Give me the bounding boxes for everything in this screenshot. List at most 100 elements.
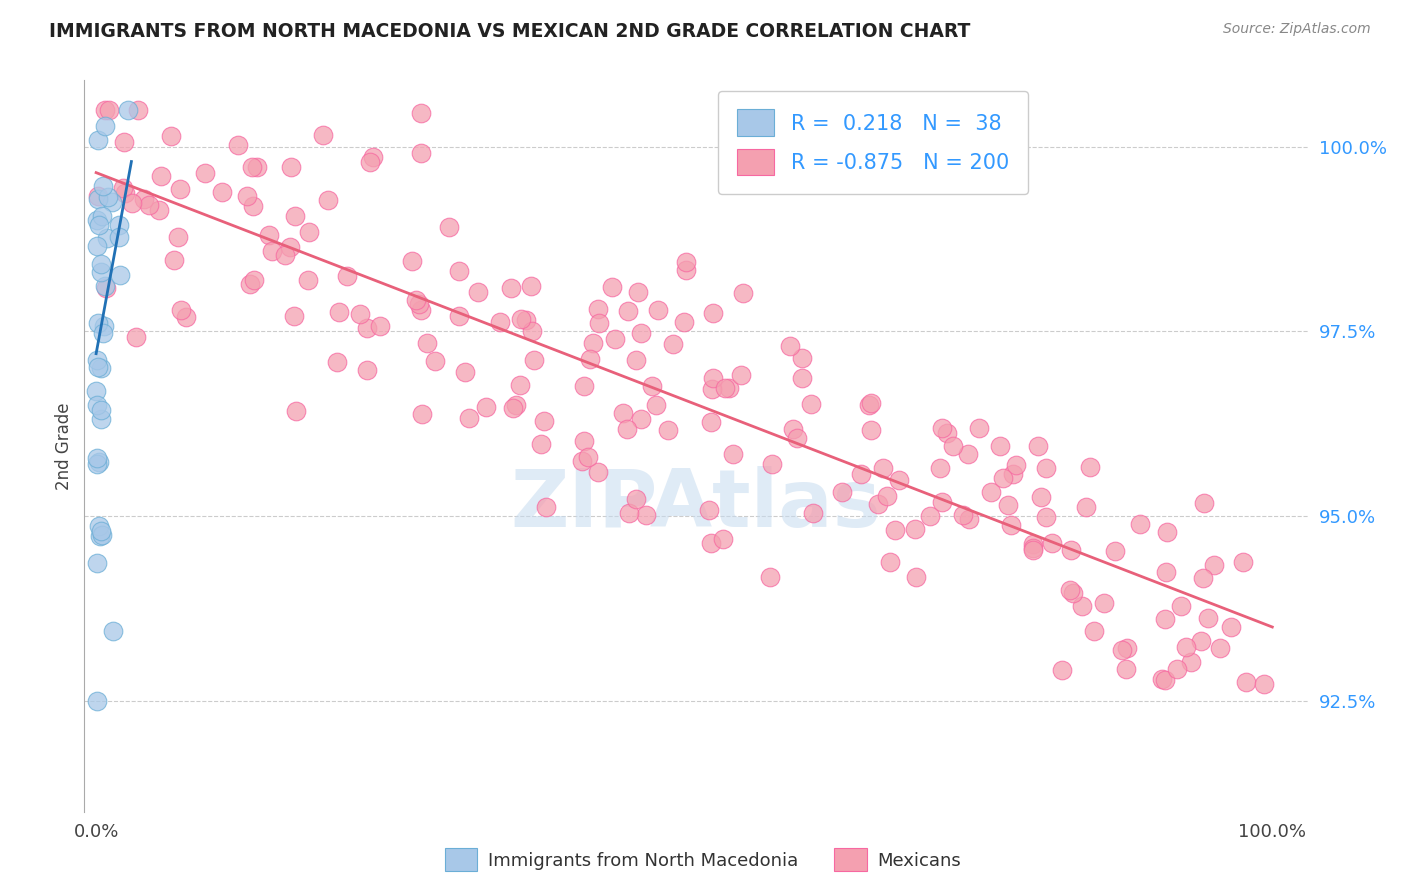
Point bbox=[1104, 543, 1126, 558]
Point bbox=[411, 303, 433, 318]
Point bbox=[1022, 541, 1045, 555]
Point bbox=[356, 321, 378, 335]
Point bbox=[101, 624, 124, 639]
Point bbox=[458, 410, 481, 425]
Legend: R =  0.218   N =  38, R = -0.875   N = 200: R = 0.218 N = 38, R = -0.875 N = 200 bbox=[718, 91, 1028, 194]
Point bbox=[1129, 517, 1152, 532]
Text: Source: ZipAtlas.com: Source: ZipAtlas.com bbox=[1223, 22, 1371, 37]
Point bbox=[957, 511, 980, 525]
Point bbox=[761, 457, 783, 471]
Text: IMMIGRANTS FROM NORTH MACEDONIA VS MEXICAN 2ND GRADE CORRELATION CHART: IMMIGRANTS FROM NORTH MACEDONIA VS MEXIC… bbox=[49, 22, 970, 41]
Point bbox=[226, 138, 249, 153]
Point bbox=[700, 415, 723, 429]
Point bbox=[617, 506, 640, 520]
Point bbox=[101, 195, 124, 210]
Point bbox=[411, 106, 433, 120]
Point bbox=[889, 473, 911, 487]
Point bbox=[114, 186, 136, 201]
Point bbox=[87, 316, 110, 330]
Point bbox=[160, 129, 183, 144]
Point bbox=[280, 161, 302, 175]
Point bbox=[790, 351, 813, 365]
Point bbox=[904, 570, 927, 584]
Point bbox=[997, 498, 1019, 512]
Point bbox=[876, 490, 898, 504]
Point bbox=[108, 230, 131, 244]
Point bbox=[150, 169, 173, 183]
Point bbox=[884, 523, 907, 537]
Point bbox=[169, 182, 191, 196]
Point bbox=[533, 414, 555, 428]
Point bbox=[800, 397, 823, 411]
Point bbox=[405, 293, 427, 307]
Point bbox=[326, 355, 349, 369]
Point bbox=[297, 273, 319, 287]
Point bbox=[600, 280, 623, 294]
Point bbox=[86, 398, 108, 412]
Point bbox=[758, 570, 780, 584]
Point bbox=[240, 160, 263, 174]
Point bbox=[700, 382, 723, 396]
Point bbox=[731, 286, 754, 301]
Point bbox=[1152, 672, 1174, 686]
Point bbox=[675, 254, 697, 268]
Point bbox=[87, 133, 110, 147]
Point bbox=[647, 302, 669, 317]
Point bbox=[243, 273, 266, 287]
Point bbox=[97, 103, 120, 117]
Point bbox=[86, 694, 108, 708]
Point bbox=[792, 371, 814, 385]
Point bbox=[112, 135, 135, 149]
Point bbox=[523, 353, 546, 368]
Point bbox=[90, 257, 112, 271]
Point bbox=[801, 507, 824, 521]
Point bbox=[515, 312, 537, 326]
Point bbox=[86, 353, 108, 368]
Point bbox=[108, 218, 131, 232]
Point bbox=[87, 192, 110, 206]
Point bbox=[605, 332, 627, 346]
Point bbox=[94, 281, 117, 295]
Point bbox=[1170, 599, 1192, 614]
Point bbox=[91, 178, 114, 193]
Point bbox=[730, 368, 752, 383]
Point bbox=[1080, 459, 1102, 474]
Point bbox=[636, 508, 658, 523]
Point bbox=[936, 425, 959, 440]
Point bbox=[194, 166, 217, 180]
Point bbox=[90, 360, 112, 375]
Point bbox=[1092, 596, 1115, 610]
Point bbox=[702, 370, 724, 384]
Point bbox=[89, 455, 111, 469]
Point bbox=[571, 454, 593, 468]
Point bbox=[967, 421, 990, 435]
Point bbox=[1154, 566, 1177, 580]
Point bbox=[702, 306, 724, 320]
Point bbox=[520, 324, 543, 338]
Point bbox=[1000, 517, 1022, 532]
Point bbox=[86, 557, 108, 571]
Point bbox=[1026, 439, 1049, 453]
Point bbox=[1115, 662, 1137, 676]
Point bbox=[1154, 673, 1177, 687]
Point bbox=[904, 522, 927, 536]
Point bbox=[582, 336, 605, 351]
Point bbox=[90, 524, 112, 538]
Point bbox=[87, 188, 110, 202]
Point bbox=[318, 193, 340, 207]
Point bbox=[860, 423, 883, 437]
Point bbox=[132, 192, 155, 206]
Point bbox=[519, 279, 541, 293]
Point bbox=[859, 396, 882, 410]
Point bbox=[125, 330, 148, 344]
Point bbox=[586, 302, 609, 317]
Point bbox=[782, 422, 804, 436]
Point bbox=[1234, 675, 1257, 690]
Point bbox=[616, 422, 638, 436]
Point bbox=[931, 494, 953, 508]
Point bbox=[97, 190, 120, 204]
Point bbox=[572, 434, 595, 448]
Point bbox=[572, 378, 595, 392]
Point bbox=[242, 199, 264, 213]
Point bbox=[174, 310, 197, 324]
